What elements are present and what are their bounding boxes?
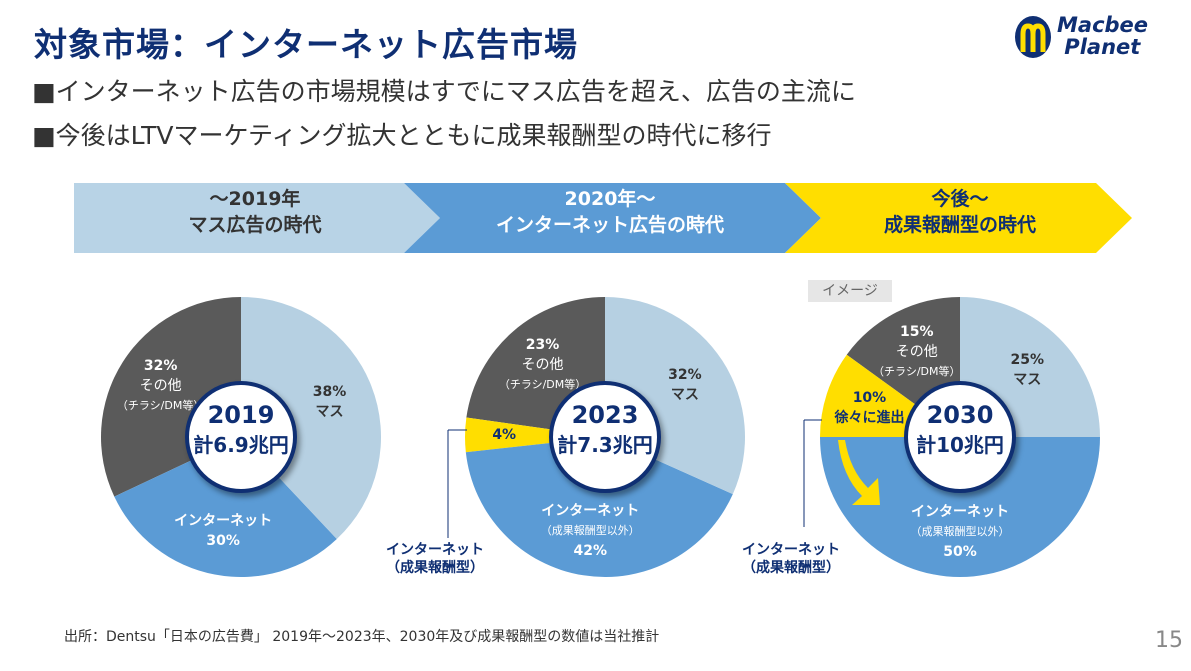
total-label: 計10兆円 [916,433,1004,457]
macbee-planet-logo: Macbee Planet [1013,14,1173,64]
slice-label-2019-other: 32% その他 （チラシ/DM等） [116,357,205,412]
callout-2023: インターネット （成果報酬型） [386,542,484,576]
year-label: 2023 [571,401,639,429]
pie-slice-2023-internet [465,437,733,578]
year-label: 2019 [207,401,275,429]
pie-slice-2023-performance [464,417,605,453]
slice-label-2030-internet: インターネット （成果報酬型以外） 50% [910,504,1010,561]
era-arrow-1 [74,183,440,253]
total-label: 計7.3兆円 [557,433,653,457]
slice-label-2030-performance: 10% 徐々に進出 [834,389,905,426]
era-arrow-2 [404,183,821,253]
slice-label-2019-internet: インターネット 30% [174,512,273,549]
slice-label-2023-performance: 4% [492,427,517,444]
slice-label-2030-mass: 25% マス [1010,351,1045,388]
page-number: 15 [1155,628,1183,653]
era-1-label: 〜2019年 マス広告の時代 [188,188,322,236]
source-footnote: 出所：Dentsu「日本の広告費」 2019年〜2023年、2030年及び成果報… [64,629,660,645]
era-arrow-3 [785,183,1132,253]
year-label: 2030 [926,401,994,429]
slice-label-2030-other: 15% その他 （チラシ/DM等） [873,324,961,379]
callout-2030: インターネット （成果報酬型） [742,542,840,576]
pie-center-2023: 2023 計7.3兆円 [549,381,661,493]
pie-slice-2019-mass [241,297,381,540]
growth-arrow-icon [838,440,880,505]
slice-label-2023-internet: インターネット （成果報酬型以外） 42% [540,503,640,560]
pie-center-2030: 2030 計10兆円 [904,381,1016,493]
pie-slice-2030-internet [820,437,1100,577]
total-label: 計6.9兆円 [193,433,289,457]
bullet-1: ■インターネット広告の市場規模はすでにマス広告を超え、広告の主流に [32,77,856,106]
page-title: 対象市場：インターネット広告市場 [34,25,578,64]
era-3-label: 今後〜 成果報酬型の時代 [883,188,1036,236]
bullet-2: ■今後はLTVマーケティング拡大とともに成果報酬型の時代に移行 [32,121,772,150]
slice-label-2023-mass: 32% マス [668,367,702,404]
logo-mark-icon [1015,16,1051,58]
image-tag: イメージ [808,280,892,302]
slice-label-2019-mass: 38% マス [312,383,347,420]
era-2-label: 2020年〜 インターネット広告の時代 [495,188,724,236]
slice-label-2023-other: 23% その他 （チラシ/DM等） [498,337,587,392]
pie-slice-2019-internet [114,437,337,577]
pie-center-2019: 2019 計6.9兆円 [185,381,297,493]
